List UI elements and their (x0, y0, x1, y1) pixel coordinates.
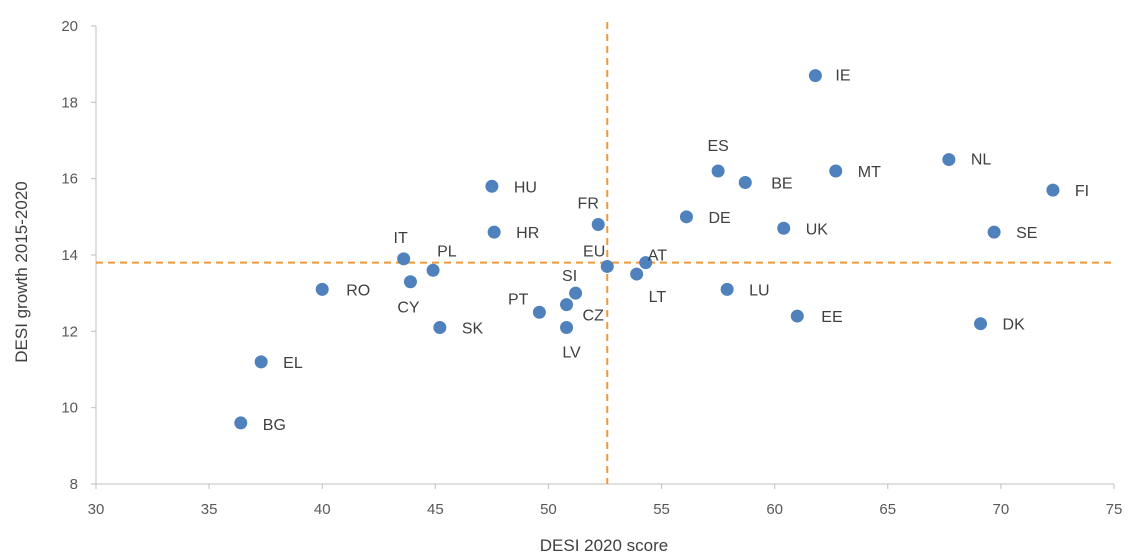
data-point-uk (777, 221, 791, 235)
data-point-pt (532, 305, 546, 319)
x-tick-label: 50 (540, 501, 557, 518)
data-point-at (639, 256, 653, 270)
plot-area: 30 35 40 45 50 55 60 65 70 75 8 10 12 14 16 18 20 IE ES BE M… (61, 18, 1122, 518)
data-point-se (987, 225, 1001, 239)
data-point-hr (487, 225, 501, 239)
data-label-de: DE (708, 210, 730, 227)
data-label-se: SE (1016, 225, 1037, 242)
y-axis-label: DESI growth 2015-2020 (12, 181, 31, 362)
data-point-hu (485, 179, 499, 193)
data-label-hr: HR (516, 225, 539, 242)
data-point-mt (829, 164, 843, 178)
data-point-de (679, 210, 693, 224)
data-point-ee (790, 309, 804, 323)
data-point-cz (560, 298, 574, 312)
data-point-fr (591, 217, 605, 231)
data-label-it: IT (394, 230, 408, 247)
x-tick-label: 60 (766, 501, 783, 518)
x-tick-label: 30 (88, 501, 105, 518)
data-label-fi: FI (1075, 183, 1089, 200)
data-label-mt: MT (858, 164, 881, 181)
data-point-lu (720, 282, 734, 296)
x-tick-label: 65 (879, 501, 896, 518)
data-label-pl: PL (437, 243, 457, 260)
data-label-bg: BG (263, 417, 286, 434)
data-point-bg (234, 416, 248, 430)
data-point-be (738, 175, 752, 189)
y-tick-label: 10 (61, 400, 78, 417)
data-point-pl (426, 263, 440, 277)
data-point-ie (808, 69, 822, 83)
data-label-ie: IE (835, 68, 850, 85)
data-label-nl: NL (971, 152, 992, 169)
data-point-es (711, 164, 725, 178)
data-point-lt (630, 267, 644, 281)
data-label-dk: DK (1003, 317, 1026, 334)
data-point-si (569, 286, 583, 300)
data-label-si: SI (562, 268, 577, 285)
data-label-el: EL (283, 355, 303, 372)
data-point-nl (942, 153, 956, 167)
data-label-cy: CY (397, 300, 420, 317)
x-tick-label: 45 (427, 501, 444, 518)
data-point-sk (433, 321, 447, 335)
x-tick-label: 55 (653, 501, 670, 518)
data-point-ro (315, 282, 329, 296)
data-label-cz: CZ (583, 308, 605, 325)
y-tick-label: 12 (61, 323, 78, 340)
data-label-sk: SK (462, 321, 484, 338)
x-axis-label: DESI 2020 score (540, 536, 669, 555)
y-tick-label: 8 (70, 476, 78, 493)
data-point-it (397, 252, 411, 266)
data-label-be: BE (771, 175, 792, 192)
y-tick-label: 20 (61, 18, 78, 35)
data-label-lt: LT (649, 289, 667, 306)
data-label-lv: LV (562, 345, 581, 362)
data-point-lv (560, 321, 574, 335)
data-point-el (254, 355, 268, 369)
y-tick-label: 18 (61, 94, 78, 111)
data-point-fi (1046, 183, 1060, 197)
y-tick-label: 14 (61, 247, 78, 264)
x-tick-label: 40 (314, 501, 331, 518)
data-label-hu: HU (514, 179, 537, 196)
data-point-eu (600, 259, 614, 273)
x-tick-label: 75 (1106, 501, 1123, 518)
data-label-ee: EE (821, 309, 842, 326)
data-label-fr: FR (578, 195, 599, 212)
x-tick-label: 35 (201, 501, 218, 518)
y-tick-label: 16 (61, 171, 78, 188)
data-label-pt: PT (508, 291, 529, 308)
x-tick-label: 70 (993, 501, 1010, 518)
data-label-uk: UK (806, 221, 829, 238)
data-label-at: AT (648, 248, 667, 265)
data-label-eu: EU (583, 243, 605, 260)
data-label-lu: LU (749, 282, 769, 299)
data-label-ro: RO (346, 282, 370, 299)
data-point-dk (974, 317, 988, 331)
data-label-es: ES (707, 138, 728, 155)
data-point-cy (403, 275, 417, 289)
